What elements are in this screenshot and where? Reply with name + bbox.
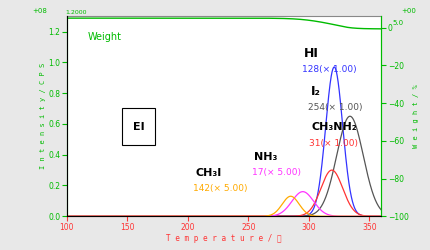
Text: Weight: Weight [87, 32, 121, 42]
Text: +08: +08 [32, 8, 47, 14]
Text: 31(× 1.00): 31(× 1.00) [309, 139, 358, 148]
Text: EI: EI [132, 122, 144, 132]
X-axis label: T e m p e r a t u r e / ℃: T e m p e r a t u r e / ℃ [166, 234, 281, 243]
Text: 1.2000: 1.2000 [65, 10, 86, 15]
Y-axis label: I n t e n s i t y / C P S: I n t e n s i t y / C P S [40, 63, 46, 170]
Text: 142(× 5.00): 142(× 5.00) [192, 184, 246, 193]
Text: 128(× 1.00): 128(× 1.00) [301, 65, 356, 74]
Text: CH₃NH₂: CH₃NH₂ [311, 122, 356, 132]
FancyBboxPatch shape [122, 108, 154, 145]
Text: 254(× 1.00): 254(× 1.00) [308, 103, 362, 112]
Text: +00: +00 [400, 8, 415, 14]
Y-axis label: W e i g h t / %: W e i g h t / % [412, 84, 418, 148]
Text: CH₃I: CH₃I [195, 168, 221, 178]
Text: 17(× 5.00): 17(× 5.00) [251, 168, 300, 177]
Text: I₂: I₂ [310, 85, 320, 98]
Text: NH₃: NH₃ [253, 152, 277, 162]
Text: HI: HI [304, 47, 319, 60]
Text: 5.0: 5.0 [392, 20, 402, 26]
